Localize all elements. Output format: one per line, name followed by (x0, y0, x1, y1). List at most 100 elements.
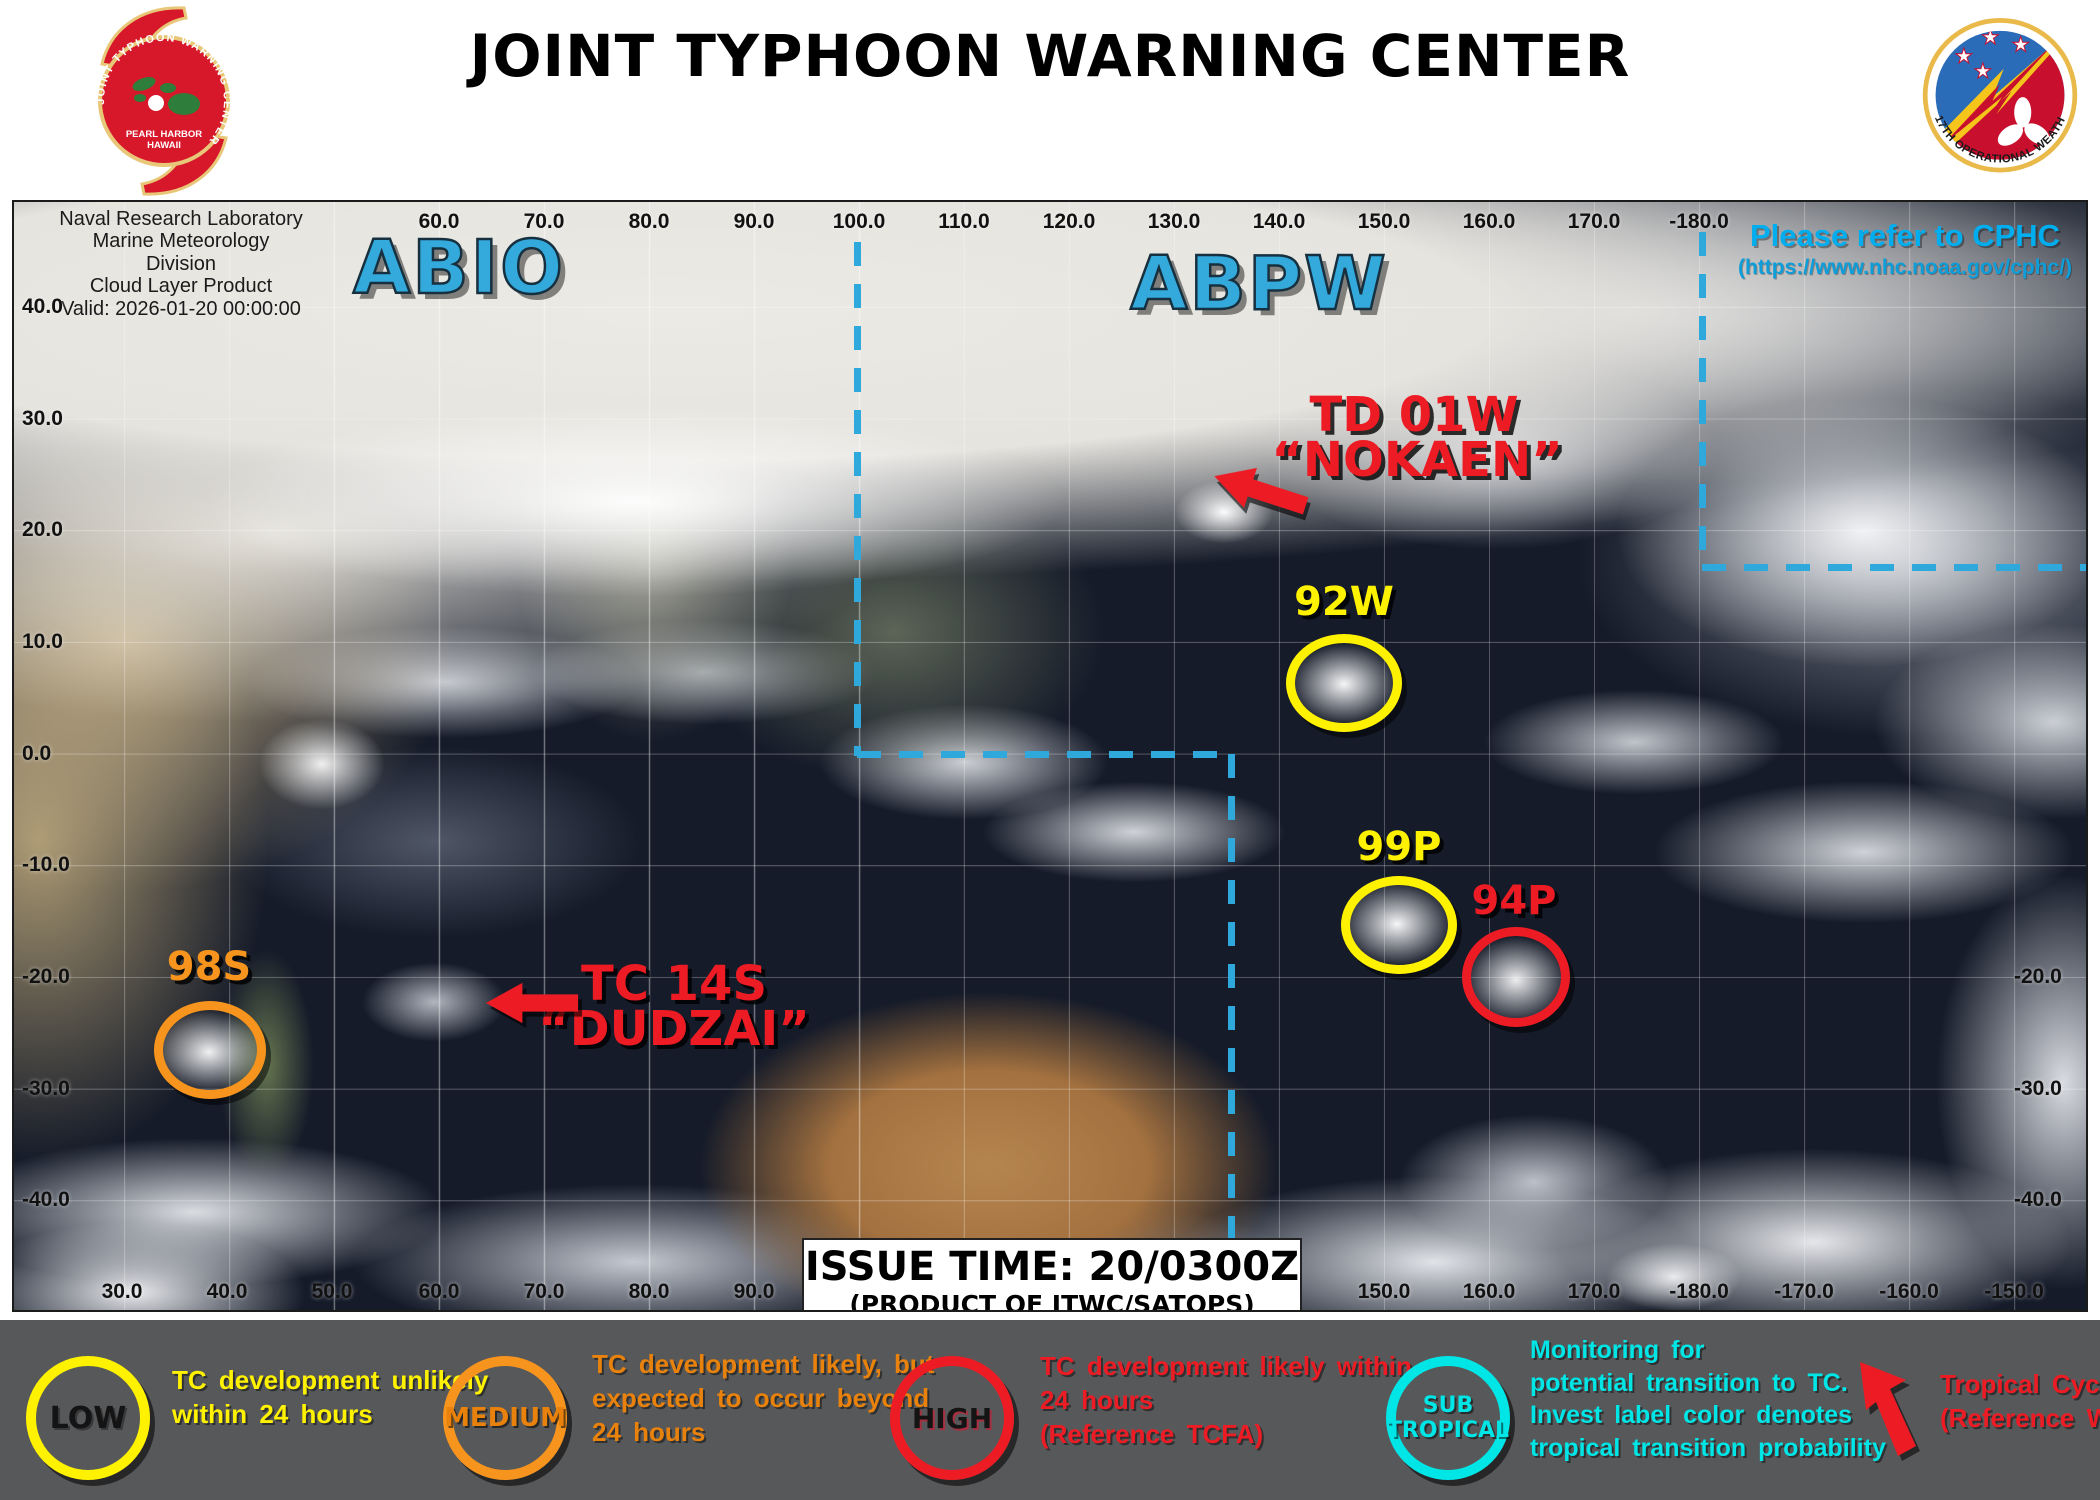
legend-line: 24 hours (1040, 1384, 1154, 1415)
legend-line: Monitoring for (1530, 1336, 1705, 1364)
tick-label: 160.0 (1462, 1280, 1516, 1303)
legend-ring-high: HIGH (890, 1356, 1014, 1480)
tick-label: 50.0 (311, 1280, 353, 1303)
tick-label: 30.0 (101, 1280, 143, 1303)
tick-label: 160.0 (1462, 210, 1516, 233)
invest-label-99p: 99P (1356, 824, 1442, 870)
legend-line: Tropical Cyclone (1940, 1369, 2100, 1399)
propeller-blade (2014, 97, 2032, 128)
legend-line: within 24 hours (172, 1398, 373, 1429)
legend-line: potential transition to TC. (1530, 1368, 1848, 1397)
tick-label: 60.0 (418, 1280, 460, 1303)
cphc-note: Please refer to CPHC (https://www.nhc.no… (1726, 218, 2084, 280)
region-label-abpw: ABPW (1129, 240, 1388, 329)
aor-boundary-equator (857, 751, 1235, 758)
tick-label: 10.0 (22, 630, 63, 653)
tick-label: 40.0 (206, 1280, 248, 1303)
tick-label: 40.0 (22, 295, 63, 318)
storm-name-dudzai: “DUDZAI” (538, 1001, 810, 1057)
legend-ring-medium: MEDIUM (443, 1356, 567, 1480)
invest-label-94p: 94P (1471, 878, 1557, 924)
tick-label: -180.0 (1669, 210, 1729, 233)
legend-line: TC development likely, but (592, 1349, 935, 1379)
tick-label: 170.0 (1567, 210, 1621, 233)
legend-line: Invest label color denotes (1530, 1401, 1853, 1429)
td01w-arrow (1214, 467, 1309, 515)
tick-label: 20.0 (22, 518, 63, 541)
tick-label: 70.0 (523, 210, 565, 233)
invest-label-92w: 92W (1294, 579, 1394, 625)
source-line: Valid: 2026-01-20 00:00:00 (61, 297, 301, 320)
tick-label: 70.0 (523, 1280, 565, 1303)
legend-text-tropical-cyclone: Tropical Cyclone (Reference Warning) (1940, 1368, 2100, 1436)
tick-label: -180.0 (1669, 1280, 1729, 1303)
legend-text-subtropical: Monitoring for potential transition to T… (1530, 1334, 1886, 1464)
tick-label: 80.0 (628, 1280, 670, 1303)
tick-label: -20.0 (22, 965, 70, 988)
tick-label: 90.0 (733, 1280, 775, 1303)
island (168, 93, 200, 115)
star-icon: ★ (1973, 60, 1992, 83)
legend-badge-high: HIGH (911, 1401, 993, 1435)
tick-label: 140.0 (1252, 210, 1306, 233)
legend-ring-low: LOW (26, 1356, 150, 1480)
jtwc-logo: JOINT TYPHOON WARNING CENTER PEARL HARBO… (95, 6, 232, 196)
tick-label: 0.0 (22, 742, 52, 765)
source-line: Cloud Layer Product (89, 275, 273, 298)
invest-ring-98s (154, 1001, 266, 1099)
legend-line: 24 hours (592, 1416, 706, 1447)
invest-ring-92w (1286, 634, 1402, 732)
propeller-blade (1997, 124, 2024, 146)
tick-label: 90.0 (733, 210, 775, 233)
tick-label: 110.0 (938, 210, 990, 233)
tick-label: 100.0 (832, 210, 886, 233)
issue-product: (PRODUCT OF JTWC/SATOPS) (849, 1290, 1255, 1312)
cphc-boundary-south (1702, 564, 2086, 571)
legend-badge-line: TROPICAL (1386, 1418, 1510, 1443)
legend-badge-medium: MEDIUM (444, 1403, 566, 1433)
tick-label: 60.0 (418, 210, 460, 233)
legend-line: TC development likely within (1040, 1351, 1412, 1381)
tick-label: -30.0 (2014, 1077, 2062, 1100)
aor-boundary-100e (854, 242, 861, 756)
legend-bar: LOW TC development unlikely within 24 ho… (0, 1320, 2100, 1500)
storm-name-nokaen: “NOKAEN” (1271, 432, 1563, 488)
legend-ring-subtropical: SUB TROPICAL (1386, 1356, 1510, 1480)
island (134, 94, 146, 102)
tick-label: 150.0 (1357, 210, 1411, 233)
tick-label: -160.0 (1879, 1280, 1939, 1303)
region-label-abio: ABIO (352, 224, 566, 313)
legend-line: (Reference Warning) (1940, 1402, 2100, 1433)
page-title: JOINT TYPHOON WARNING CENTER (469, 22, 1631, 90)
legend-line: (Reference TCFA) (1040, 1418, 1264, 1449)
tick-label: 30.0 (22, 407, 63, 430)
data-source-block: Naval Research Laboratory Marine Meteoro… (56, 208, 306, 320)
legend-text-low: TC development unlikely within 24 hours (172, 1364, 488, 1432)
star-icon: ★ (1981, 26, 2000, 49)
tick-label: -170.0 (1774, 1280, 1834, 1303)
star-icon: ★ (1955, 45, 1974, 68)
legend-text-medium: TC development likely, but expected to o… (592, 1348, 934, 1449)
tick-label: 120.0 (1042, 210, 1096, 233)
legend-line: TC development unlikely (172, 1365, 489, 1395)
tick-label: -10.0 (22, 853, 70, 876)
invest-label-98s: 98S (166, 944, 252, 990)
legend-badge-subtropical: SUB TROPICAL (1387, 1393, 1509, 1444)
logo-eye (148, 95, 164, 111)
star-icon: ★ (2011, 34, 2030, 57)
logo-location-2: HAWAII (147, 140, 181, 151)
issue-time: ISSUE TIME: 20/0300Z (804, 1244, 1300, 1290)
aor-boundary-135e (1228, 754, 1235, 1310)
logo-disc (98, 35, 230, 167)
tick-label: -40.0 (2014, 1188, 2062, 1211)
tick-label: -150.0 (1984, 1280, 2044, 1303)
cphc-url: (https://www.nhc.noaa.gov/cphc/) (1737, 256, 2073, 279)
storm-label-td01w: TD 01W (1309, 387, 1519, 443)
invest-ring-99p (1341, 876, 1457, 974)
tick-label: 80.0 (628, 210, 670, 233)
cphc-title: Please refer to CPHC (1749, 218, 2061, 253)
legend-line: tropical transition probability (1530, 1433, 1886, 1462)
tropical-cyclone-arrow-icon (1860, 1362, 1916, 1456)
legend-badge-line: SUB (1422, 1392, 1474, 1418)
lightning-bolt-inner (1943, 40, 2057, 145)
